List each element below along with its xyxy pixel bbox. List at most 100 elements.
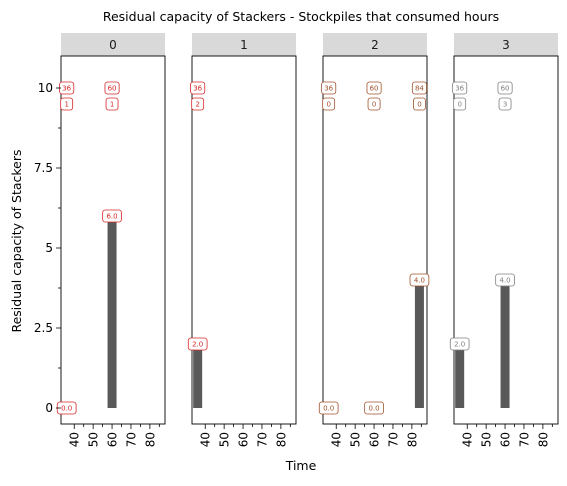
time-label-box	[366, 81, 382, 95]
value-label-box	[187, 337, 208, 351]
value-label: 4.0	[409, 273, 430, 287]
count-label-box	[498, 97, 512, 111]
value-label-box	[449, 337, 470, 351]
x-tick-label: 60	[237, 432, 251, 447]
count-label: 3	[498, 97, 512, 111]
count-label: 2	[191, 97, 205, 111]
count-label-text: 0	[326, 101, 330, 109]
x-axis-label: Time	[285, 458, 317, 473]
y-tick-label: 10	[38, 81, 53, 95]
value-label-text: 0.0	[368, 405, 379, 413]
count-label-box	[60, 97, 74, 111]
value-label-text: 4.0	[499, 277, 510, 285]
value-label: 2.0	[449, 337, 470, 351]
count-label-box	[105, 97, 119, 111]
bar	[500, 280, 510, 408]
plot-area	[322, 55, 428, 425]
count-label-text: 1	[64, 101, 68, 109]
x-tick-label: 70	[255, 432, 269, 447]
value-label-box	[409, 273, 430, 287]
facet-label: 1	[240, 38, 248, 52]
count-label: 0	[413, 97, 426, 111]
count-label-box	[453, 97, 467, 111]
x-tick-label: 70	[386, 432, 400, 447]
time-label: 60	[104, 81, 120, 95]
value-label-box	[102, 209, 122, 223]
count-label: 1	[60, 97, 74, 111]
x-tick-label: 60	[499, 432, 513, 447]
value-label-box	[364, 401, 384, 415]
facet-strip	[323, 33, 427, 56]
count-label-box	[191, 97, 205, 111]
x-tick-label: 40	[199, 432, 213, 447]
y-tick-label: 7.5	[34, 161, 53, 175]
value-label-text: 4.0	[414, 277, 425, 285]
facet-panels: 0 36 60 1 1 0.0 6.0 40 50 60 70 80 0 2.5 5 7.5 10 1 36 2 2.0…	[34, 33, 559, 447]
time-label-text: 60	[108, 85, 117, 93]
x-tick-label: 60	[106, 432, 120, 447]
x-tick-label: 50	[87, 432, 101, 447]
value-label: 4.0	[495, 273, 515, 287]
x-tick-label: 50	[480, 432, 494, 447]
panel-0: 0 36 60 1 1 0.0 6.0 40 50 60 70 80 0 2.5 5 7.5 10	[34, 33, 166, 447]
panel-1: 1 36 2 2.0 40 50 60 70 80	[187, 33, 297, 447]
value-label-text: 2.0	[454, 341, 465, 349]
facet-label: 2	[371, 38, 379, 52]
x-tick-label: 80	[143, 432, 157, 447]
facet-strip	[192, 33, 296, 56]
time-label: 60	[497, 81, 513, 95]
x-tick-label: 60	[368, 432, 382, 447]
time-label: 36	[321, 81, 337, 95]
value-label: 0.0	[56, 401, 77, 415]
bar	[455, 344, 465, 408]
x-tick-label: 80	[274, 432, 288, 447]
y-tick-label: 2.5	[34, 321, 53, 335]
value-label: 0.0	[318, 401, 339, 415]
time-label: 84	[411, 81, 427, 95]
count-label: 0	[453, 97, 467, 111]
value-label-box	[495, 273, 515, 287]
time-label-box	[104, 81, 120, 95]
bar	[414, 280, 424, 408]
facet-label: 0	[109, 38, 117, 52]
time-label-box	[321, 81, 337, 95]
value-label: 6.0	[102, 209, 122, 223]
x-tick-label: 40	[68, 432, 82, 447]
count-label-box	[322, 97, 336, 111]
count-label-text: 0	[372, 101, 376, 109]
value-label-text: 0.0	[323, 405, 334, 413]
x-tick-label: 40	[461, 432, 475, 447]
facet-label: 3	[502, 38, 510, 52]
plot-area	[191, 55, 297, 425]
time-label-box	[452, 81, 468, 95]
time-label-box	[411, 81, 427, 95]
time-label-box	[497, 81, 513, 95]
x-tick-label: 50	[349, 432, 363, 447]
time-label-text: 60	[370, 85, 379, 93]
time-label-text: 60	[501, 85, 510, 93]
x-tick-label: 40	[330, 432, 344, 447]
time-label-text: 36	[455, 85, 464, 93]
chart-title: Residual capacity of Stackers - Stockpil…	[103, 9, 499, 24]
time-label-text: 36	[193, 85, 202, 93]
count-label-text: 0	[457, 101, 461, 109]
value-label: 2.0	[187, 337, 208, 351]
time-label-text: 36	[324, 85, 333, 93]
value-label-text: 2.0	[192, 341, 203, 349]
panel-2: 2 36 60 84 0 0 0 0.0 0.0 4.0 40 50 60 70 80	[318, 33, 430, 447]
count-label-box	[367, 97, 381, 111]
time-label-box	[190, 81, 206, 95]
count-label-text: 1	[110, 101, 114, 109]
count-label-text: 2	[195, 101, 199, 109]
time-label: 60	[366, 81, 382, 95]
time-label-text: 36	[62, 85, 71, 93]
value-label: 0.0	[364, 401, 384, 415]
count-label: 0	[322, 97, 336, 111]
x-tick-label: 80	[405, 432, 419, 447]
count-label: 0	[367, 97, 381, 111]
time-label: 36	[452, 81, 468, 95]
y-tick-label: 0	[45, 401, 53, 415]
y-tick-label: 5	[45, 241, 53, 255]
value-label-text: 6.0	[106, 213, 117, 221]
